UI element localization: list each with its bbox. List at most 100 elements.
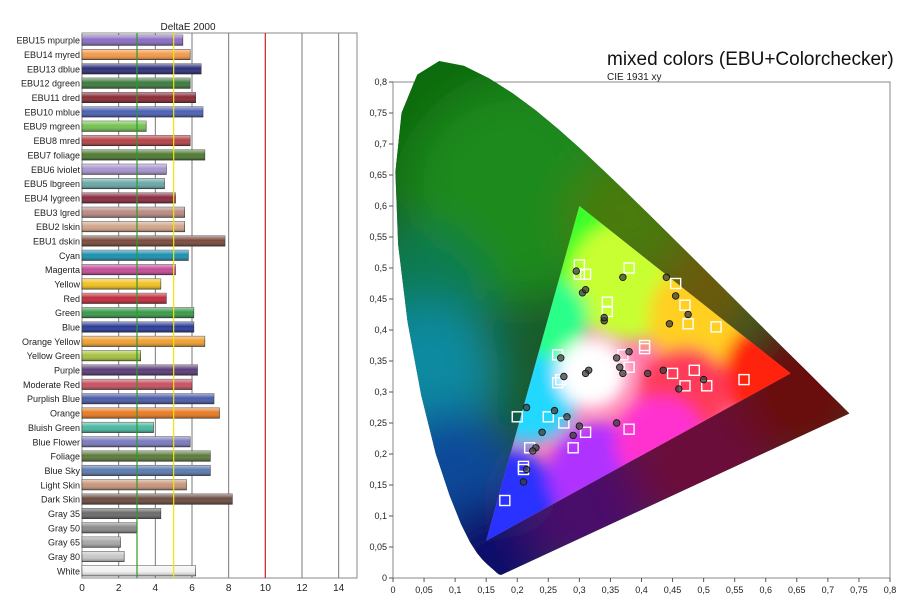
bar xyxy=(81,278,162,290)
target-marker xyxy=(623,423,635,435)
category-label: EBU6 lviolet xyxy=(31,165,81,175)
bar-shine xyxy=(82,149,205,161)
x-tick-label: 2 xyxy=(116,583,122,594)
bar-shine xyxy=(82,235,225,247)
bar-shine xyxy=(82,121,147,132)
bar-shine xyxy=(82,207,185,218)
x-tick-label: 0,55 xyxy=(726,585,744,595)
bar xyxy=(81,178,165,190)
shade-blob xyxy=(556,338,627,409)
x-tick-labels: 0 2 4 6 8 10 12 14 xyxy=(79,583,344,594)
chart-title: DeltaE 2000 xyxy=(160,22,215,33)
x-tick-label: 14 xyxy=(333,583,345,594)
chart-subtitle: CIE 1931 xy xyxy=(607,72,661,83)
y-tick-label: 0,45 xyxy=(369,294,387,304)
bar-shine xyxy=(82,407,220,419)
measured-marker xyxy=(684,310,692,319)
category-label: EBU13 dblue xyxy=(27,64,80,74)
category-label: White xyxy=(57,566,80,576)
bar-shine xyxy=(82,536,121,548)
measured-marker xyxy=(625,348,633,356)
category-label: EBU9 mgreen xyxy=(23,122,80,132)
target-marker xyxy=(688,364,701,376)
y-tick-label: 0,5 xyxy=(374,263,387,273)
category-label: Gray 50 xyxy=(48,523,80,533)
bar-shine xyxy=(82,250,189,261)
bar xyxy=(81,106,204,118)
x-tick-label: 0,5 xyxy=(697,585,710,595)
measured-marker xyxy=(619,273,627,281)
category-label: Gray 35 xyxy=(48,509,80,519)
x-tick-label: 10 xyxy=(260,583,272,594)
measured-marker xyxy=(519,478,528,486)
bar-shine xyxy=(82,479,187,490)
bar xyxy=(81,292,167,304)
x-tick-label: 0,05 xyxy=(415,585,433,595)
category-label: Gray 80 xyxy=(48,552,80,562)
bar-shine xyxy=(82,565,196,576)
bar xyxy=(81,34,184,46)
measured-marker xyxy=(522,465,531,474)
measured-marker xyxy=(538,428,546,436)
category-label: Foliage xyxy=(50,452,80,462)
x-tick-label: 8 xyxy=(226,583,232,594)
measured-marker xyxy=(619,369,627,378)
bar-shine xyxy=(82,493,233,505)
bar-shine xyxy=(82,364,198,376)
y-tick-label: 0,8 xyxy=(374,77,387,87)
bar xyxy=(81,77,191,89)
x-tick-label: 0 xyxy=(79,583,85,594)
bar xyxy=(81,536,121,548)
bar-shine xyxy=(82,522,137,533)
bar xyxy=(81,321,195,333)
y-tick-label: 0,25 xyxy=(369,418,387,428)
bar-shine xyxy=(82,350,141,361)
measured-marker xyxy=(600,313,608,322)
target-marker xyxy=(542,411,555,423)
target-marker xyxy=(499,494,511,507)
category-label: EBU15 mpurple xyxy=(16,36,80,46)
target-marker xyxy=(666,367,679,380)
measured-marker xyxy=(662,273,671,281)
measured-marker xyxy=(550,406,559,415)
bar xyxy=(81,551,125,562)
bar xyxy=(81,135,191,147)
bar-shine xyxy=(82,321,194,333)
category-label: EBU7 foliage xyxy=(27,150,80,160)
bar xyxy=(81,565,196,577)
category-label: EBU5 lbgreen xyxy=(24,179,80,189)
measured-marker xyxy=(659,366,667,374)
category-label: Blue Sky xyxy=(44,466,80,476)
category-label: EBU2 lskin xyxy=(36,222,80,232)
x-tick-label: 0,45 xyxy=(664,585,682,595)
x-tick-label: 0 xyxy=(390,585,395,595)
category-label: Purplish Blue xyxy=(27,394,80,404)
category-label: Cyan xyxy=(59,251,80,261)
bar xyxy=(81,149,206,161)
bar xyxy=(81,393,215,405)
bar xyxy=(81,192,176,204)
bar-shine xyxy=(82,178,165,189)
category-label: Bluish Green xyxy=(28,423,80,433)
y-tick-label: 0,1 xyxy=(374,511,387,521)
category-label: Blue xyxy=(62,323,80,333)
bar xyxy=(81,49,191,60)
target-marker xyxy=(682,318,694,330)
bar-shine xyxy=(82,307,194,318)
bar xyxy=(81,221,185,233)
bar-shine xyxy=(82,450,211,462)
category-label: Moderate Red xyxy=(23,380,80,390)
bar-shine xyxy=(82,293,167,304)
category-label: EBU12 dgreen xyxy=(21,79,80,89)
target-marker xyxy=(567,442,579,454)
bar xyxy=(81,507,162,519)
category-label: Magenta xyxy=(45,265,80,275)
bar-shine xyxy=(82,465,211,476)
category-label: Dark Skin xyxy=(41,495,80,505)
x-tick-label: 4 xyxy=(153,583,159,594)
y-tick-label: 0,05 xyxy=(369,542,387,552)
bar xyxy=(81,335,206,347)
bar-shine xyxy=(82,78,191,89)
measured-marker xyxy=(665,320,674,328)
reference-lines xyxy=(136,33,266,578)
